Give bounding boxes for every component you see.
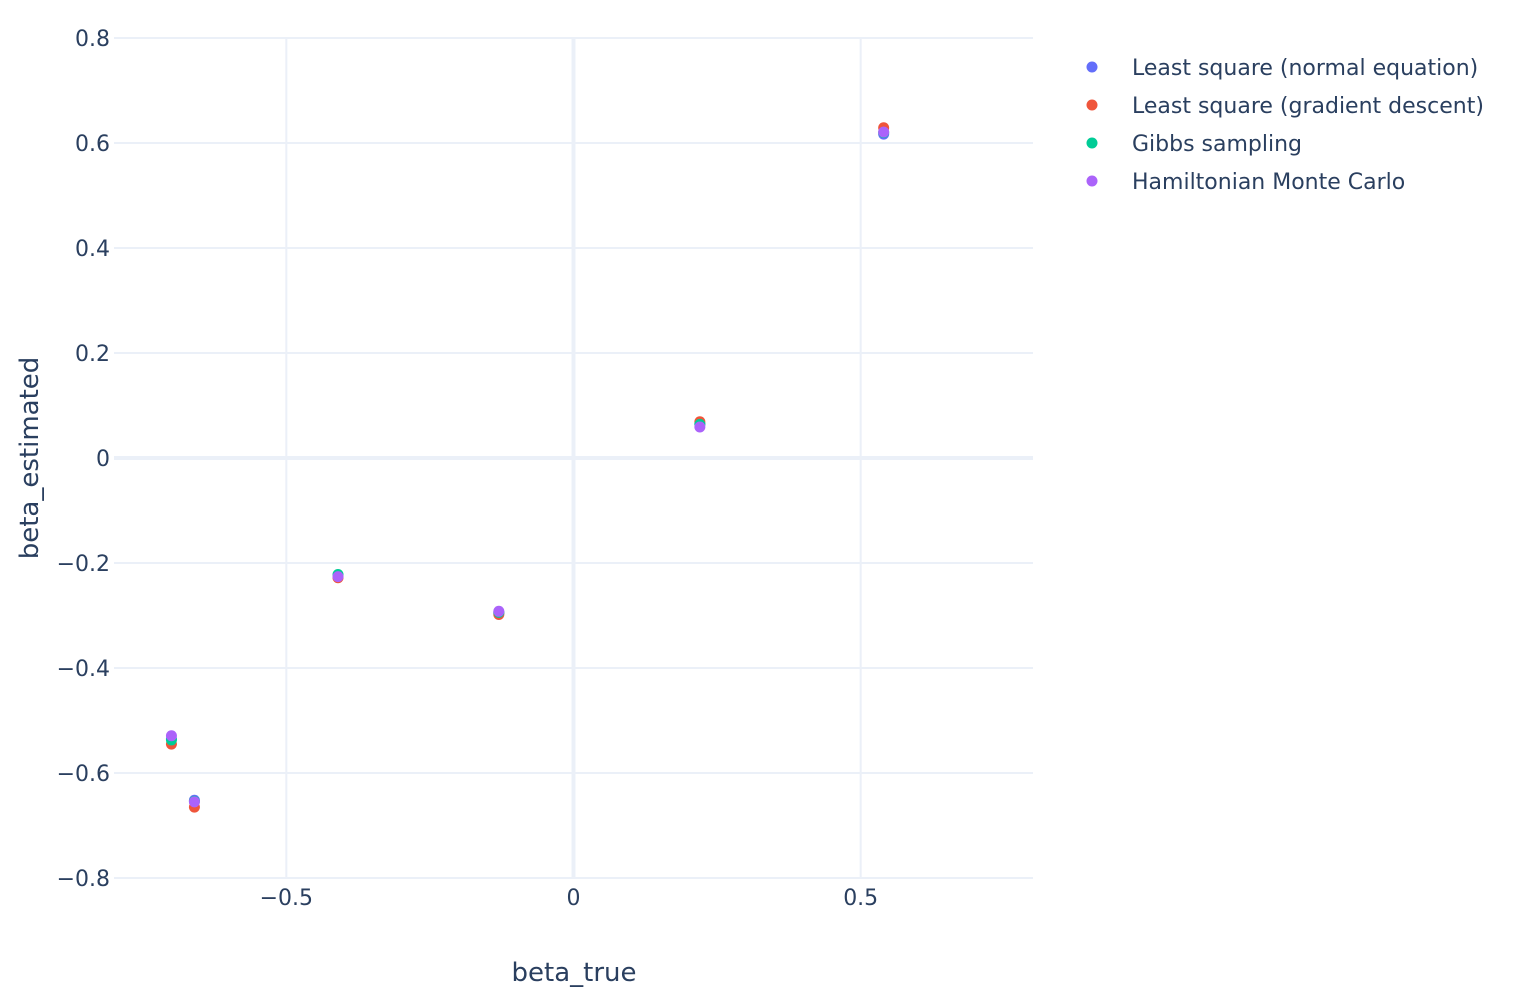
data-point[interactable] bbox=[493, 605, 505, 617]
x-axis-title: beta_true bbox=[512, 958, 637, 988]
data-points bbox=[165, 122, 890, 813]
series-points bbox=[165, 126, 890, 808]
y-tick-label: 0.2 bbox=[75, 342, 110, 367]
y-tick-label: −0.8 bbox=[57, 867, 110, 892]
legend-label: Hamiltonian Monte Carlo bbox=[1132, 170, 1405, 195]
legend-label: Least square (normal equation) bbox=[1132, 56, 1478, 81]
legend-item[interactable]: Least square (gradient descent) bbox=[1086, 94, 1484, 119]
data-point[interactable] bbox=[188, 796, 200, 808]
legend-item[interactable]: Least square (normal equation) bbox=[1086, 56, 1479, 81]
y-tick-label: −0.6 bbox=[57, 762, 110, 787]
x-tick-label: 0 bbox=[567, 886, 581, 911]
x-tick-label: 0.5 bbox=[843, 886, 878, 911]
x-tick-labels: −0.5 0 0.5 bbox=[260, 886, 879, 911]
legend-marker bbox=[1086, 175, 1098, 187]
legend-marker bbox=[1086, 137, 1098, 149]
legend[interactable]: Least square (normal equation) Least squa… bbox=[1086, 56, 1484, 195]
legend-label: Gibbs sampling bbox=[1132, 132, 1302, 157]
legend-label: Least square (gradient descent) bbox=[1132, 94, 1484, 119]
data-point[interactable] bbox=[165, 730, 177, 742]
y-tick-label: 0.8 bbox=[75, 27, 110, 52]
legend-item[interactable]: Gibbs sampling bbox=[1086, 132, 1303, 157]
data-point[interactable] bbox=[878, 126, 890, 138]
y-tick-label: −0.4 bbox=[57, 657, 110, 682]
y-tick-label: 0 bbox=[96, 447, 110, 472]
data-point[interactable] bbox=[694, 421, 706, 433]
y-tick-label: 0.6 bbox=[75, 132, 110, 157]
y-tick-labels: 0.8 0.6 0.4 0.2 0 −0.2 −0.4 −0.6 −0.8 bbox=[57, 27, 110, 892]
legend-marker bbox=[1086, 61, 1098, 73]
legend-marker bbox=[1086, 99, 1098, 111]
data-point[interactable] bbox=[332, 571, 344, 583]
zero-lines bbox=[114, 38, 1033, 878]
legend-item[interactable]: Hamiltonian Monte Carlo bbox=[1086, 170, 1406, 195]
x-tick-label: −0.5 bbox=[260, 886, 313, 911]
y-axis-title: beta_estimated bbox=[15, 357, 45, 560]
y-tick-label: −0.2 bbox=[57, 552, 110, 577]
y-tick-label: 0.4 bbox=[75, 237, 110, 262]
